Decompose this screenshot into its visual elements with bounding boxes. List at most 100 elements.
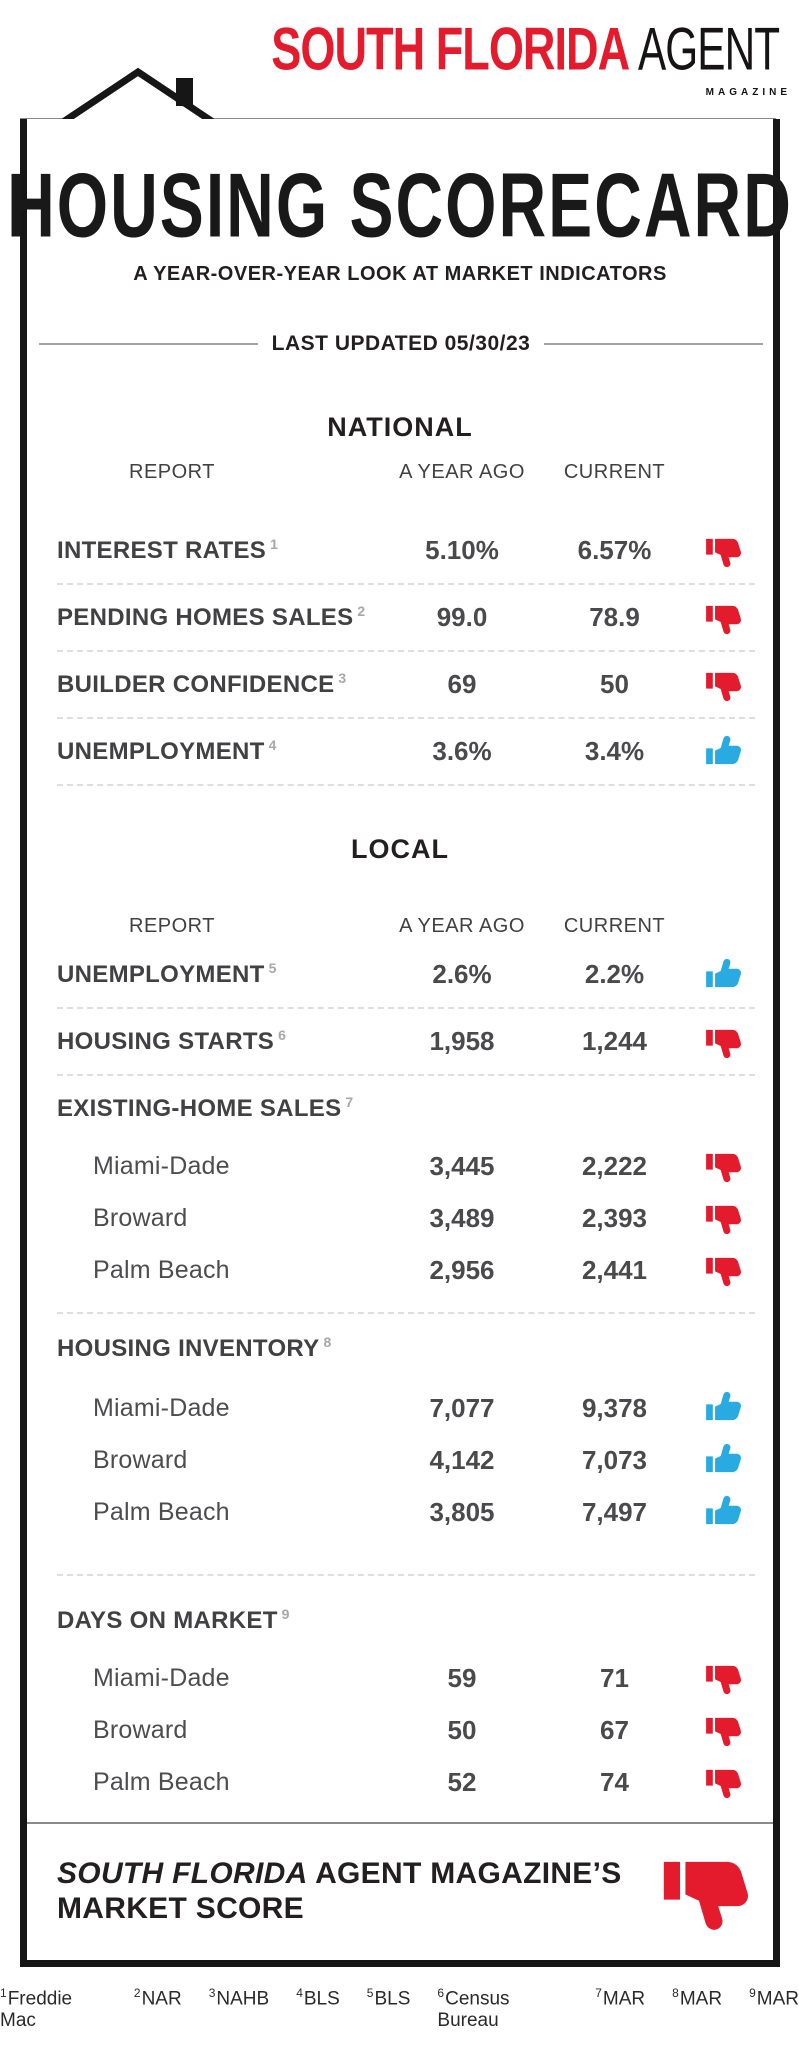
thumbs-down-icon <box>705 1029 741 1058</box>
divider-line <box>39 343 258 345</box>
current-value: 78.9 <box>589 602 640 632</box>
year-ago-value: 2.6% <box>432 959 492 989</box>
table-row: UNEMPLOYMENT 5 2.6% 2.2% <box>57 942 755 1009</box>
market-score: SOUTH FLORIDA AGENT MAGAZINE’S MARKET SC… <box>27 1822 773 1960</box>
report-group-housing-inventory: HOUSING INVENTORY 8 Miami-Dade 7,077 9,37… <box>57 1314 755 1576</box>
table-row: Broward 3,489 2,393 <box>57 1192 755 1244</box>
footnote-marker: 8 <box>323 1333 332 1350</box>
county-label: Broward <box>93 1445 188 1474</box>
column-header-current: CURRENT <box>563 914 666 937</box>
year-ago-value: 4,142 <box>429 1444 495 1475</box>
thumbs-down-icon <box>663 1861 748 1930</box>
report-label: UNEMPLOYMENT 5 <box>57 960 277 988</box>
last-updated-text: LAST UPDATED 05/30/23 <box>271 332 531 355</box>
divider-line <box>544 343 763 345</box>
scorecard-board: HOUSING SCORECARD A YEAR-OVER-YEAR LOOK … <box>7 119 791 1967</box>
thumbs-down-icon <box>705 672 741 701</box>
footnote: 2NAR <box>133 1986 182 2010</box>
year-ago-value: 3,445 <box>429 1150 495 1181</box>
report-group-label: EXISTING-HOME SALES 7 <box>57 1093 354 1122</box>
footnote: 6Census Bureau <box>437 1986 510 2032</box>
table-row: BUILDER CONFIDENCE 3 69 50 <box>57 652 755 719</box>
national-table: REPORT A YEAR AGO CURRENT INTEREST RATES… <box>27 456 773 786</box>
report-group-days-on-market: DAYS ON MARKET 9 Miami-Dade 59 71 Broward… <box>57 1588 755 1822</box>
table-row: Palm Beach 2,956 2,441 <box>57 1244 755 1296</box>
current-value: 9,378 <box>581 1392 648 1423</box>
table-row: INTEREST RATES 1 5.10% 6.57% <box>57 518 755 585</box>
report-label: BUILDER CONFIDENCE 3 <box>57 670 347 698</box>
section-title-national: NATIONAL <box>327 412 473 442</box>
market-score-brand: SOUTH FLORIDA <box>57 1857 308 1890</box>
footnote: 3NAHB <box>208 1986 270 2010</box>
market-score-label: SOUTH FLORIDA AGENT MAGAZINE’S MARKET SC… <box>57 1857 622 1925</box>
magazine-logo: SOUTH FLORIDA AGENT MAGAZINE <box>264 14 791 98</box>
year-ago-value: 69 <box>447 669 477 699</box>
table-row: Miami-Dade 3,445 2,222 <box>57 1140 755 1192</box>
county-label: Broward <box>93 1715 188 1744</box>
current-value: 1,244 <box>581 1026 648 1056</box>
page-title: HOUSING SCORECARD <box>7 153 793 257</box>
footnote: 4BLS <box>296 1986 340 2010</box>
thumbs-down-icon <box>705 1153 741 1183</box>
current-value: 71 <box>600 1662 629 1693</box>
column-header-year-ago: A YEAR AGO <box>399 914 525 937</box>
thumbs-down-icon <box>705 605 741 634</box>
report-label: HOUSING STARTS 6 <box>57 1027 287 1055</box>
column-header-report: REPORT <box>129 914 215 937</box>
current-value: 7,073 <box>581 1444 648 1475</box>
year-ago-value: 3.6% <box>432 736 492 766</box>
column-header-year-ago: A YEAR AGO <box>399 460 525 483</box>
current-value: 50 <box>600 669 629 699</box>
table-row: Broward 50 67 <box>57 1704 755 1756</box>
current-value: 2,222 <box>581 1150 648 1181</box>
footnote-marker: 3 <box>338 670 347 686</box>
local-table: REPORT A YEAR AGO CURRENT UNEMPLOYMENT 5 … <box>27 910 773 1822</box>
thumbs-down-icon <box>705 538 741 567</box>
footnote-marker: 1 <box>270 536 279 552</box>
table-row: Broward 4,142 7,073 <box>57 1434 755 1486</box>
footnote-marker: 2 <box>357 603 366 619</box>
footnote: 1Freddie Mac <box>0 1986 73 2032</box>
year-ago-value: 3,489 <box>429 1202 495 1233</box>
thumbs-up-icon <box>705 735 741 764</box>
year-ago-value: 59 <box>447 1662 477 1693</box>
current-value: 7,497 <box>581 1496 648 1527</box>
county-label: Palm Beach <box>93 1255 230 1284</box>
last-updated: LAST UPDATED 05/30/23 <box>39 332 763 356</box>
year-ago-value: 1,958 <box>429 1026 495 1056</box>
footnote: 8MAR <box>672 1986 723 2010</box>
thumbs-up-icon <box>705 958 741 987</box>
county-label: Miami-Dade <box>93 1393 230 1422</box>
county-label: Miami-Dade <box>93 1151 230 1180</box>
thumbs-down-icon <box>705 1665 741 1695</box>
thumbs-down-icon <box>705 1769 741 1799</box>
year-ago-value: 5.10% <box>425 535 499 565</box>
thumbs-down-icon <box>705 1717 741 1747</box>
report-label: INTEREST RATES 1 <box>57 536 279 564</box>
page-subtitle: A YEAR-OVER-YEAR LOOK AT MARKET INDICATO… <box>133 263 667 285</box>
current-value: 2.2% <box>584 959 645 989</box>
report-group-existing-home-sales: EXISTING-HOME SALES 7 Miami-Dade 3,445 2,… <box>57 1076 755 1314</box>
table-row: PENDING HOMES SALES 2 99.0 78.9 <box>57 585 755 652</box>
year-ago-value: 52 <box>447 1766 477 1797</box>
logo-brand-red: SOUTH FLORIDA <box>271 14 631 83</box>
footnote-marker: 6 <box>278 1027 287 1043</box>
county-label: Palm Beach <box>93 1497 230 1526</box>
table-row: Palm Beach 3,805 7,497 <box>57 1486 755 1538</box>
year-ago-value: 50 <box>447 1714 477 1745</box>
logo-brand-black: AGENT <box>637 14 780 83</box>
thumbs-down-icon <box>705 1205 741 1235</box>
footnotes: 1Freddie Mac 2NAR 3NAHB 4BLS 5BLS 6Censu… <box>0 1986 799 2032</box>
column-headers: REPORT A YEAR AGO CURRENT <box>57 456 755 488</box>
footnote-marker: 7 <box>345 1093 354 1110</box>
current-value: 2,441 <box>581 1254 648 1285</box>
year-ago-value: 3,805 <box>429 1496 495 1527</box>
footnote-marker: 5 <box>268 960 277 976</box>
report-group-label: HOUSING INVENTORY 8 <box>57 1333 332 1362</box>
table-row: HOUSING STARTS 6 1,958 1,244 <box>57 1009 755 1076</box>
thumbs-up-icon <box>705 1391 741 1421</box>
thumbs-up-icon <box>705 1443 741 1473</box>
table-row: Miami-Dade 59 71 <box>57 1652 755 1704</box>
logo-tagline: MAGAZINE <box>705 87 791 98</box>
